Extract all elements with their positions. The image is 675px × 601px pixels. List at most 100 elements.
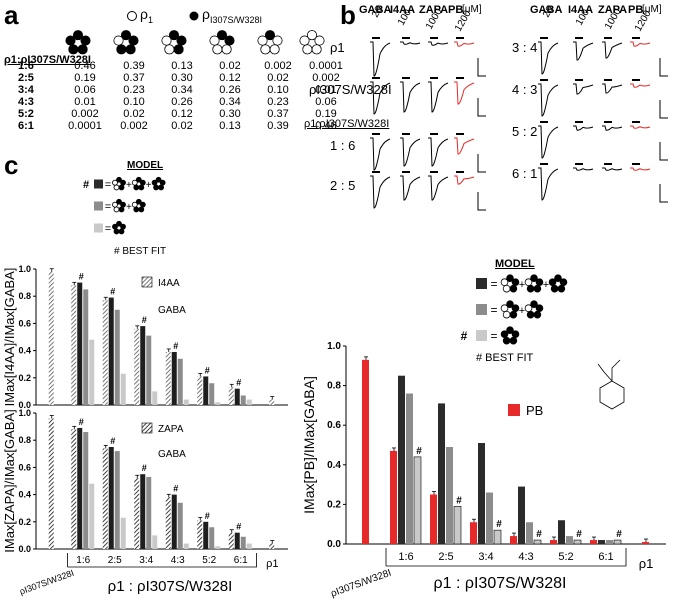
chart-bar	[77, 427, 83, 549]
current-trace	[428, 137, 449, 167]
header-gaba-right: GABA	[530, 4, 563, 16]
pentamer-icons	[65, 30, 325, 55]
chart-bar	[209, 383, 215, 405]
header-zapa-left: ZAPA	[419, 4, 449, 16]
y-tick-label: 1.0	[18, 408, 31, 418]
trace-row-label-mutant: ρI307S/W328I	[309, 82, 392, 97]
model-legend-right: = + + = + = #	[461, 274, 568, 345]
current-trace	[538, 41, 559, 75]
chart-bar	[134, 478, 140, 549]
y-tick-label: 0.4	[18, 346, 31, 356]
pentamer-icon	[113, 30, 139, 55]
scale-bar	[659, 142, 668, 161]
y-tick-label: 0.6	[327, 420, 341, 431]
chart-bar	[146, 476, 152, 549]
chart-bar	[120, 517, 126, 549]
chart-bar	[203, 521, 209, 549]
chart-bar	[102, 448, 108, 549]
x-group-label: 5:2	[202, 555, 216, 566]
table-row: 1:6 0.46 0.39 0.13 0.02 0.002 0.0001	[18, 60, 350, 72]
y-axis-label-bottom: IMax[ZAPA]/IMax[GABA]	[2, 409, 17, 553]
trace-row-label-5-2: 5 : 2	[512, 124, 538, 139]
best-fit-mark: #	[576, 529, 582, 540]
probability-cell: 0.13	[219, 120, 241, 132]
model-pentamer-icon	[151, 176, 166, 191]
scale-bar	[477, 192, 486, 211]
chart-bar	[362, 359, 369, 544]
chart-bar	[606, 540, 613, 544]
ratio-cell: 2:5	[18, 72, 34, 84]
x-group-label: 6:1	[598, 551, 613, 563]
best-fit-mark: #	[173, 341, 178, 351]
current-trace	[630, 125, 651, 129]
x-group-label: 4:3	[171, 555, 185, 566]
probability-cell: 0.02	[123, 108, 145, 120]
scale-bar	[659, 184, 668, 203]
best-fit-mark: #	[496, 519, 502, 530]
chart-bar	[140, 326, 146, 405]
chart-bar	[598, 540, 605, 544]
ratio-cell: 5:2	[18, 108, 34, 120]
chart-bar	[48, 418, 54, 549]
chart-bar	[642, 542, 649, 544]
model-pentamer-icon	[500, 300, 520, 319]
equals-sign: =	[105, 201, 111, 213]
probability-cell: 0.02	[171, 120, 193, 132]
ratio-cell: 3:4	[18, 84, 34, 96]
y-tick-label: 0.2	[18, 517, 31, 527]
y-tick-label: 0.0	[18, 544, 31, 554]
current-trace	[370, 81, 391, 115]
chart-bar	[430, 494, 437, 544]
probability-cell: 0.0001	[309, 60, 343, 72]
chart-bar	[165, 497, 171, 549]
model-pentamer-icon	[500, 326, 520, 345]
x-group-label: 3:4	[478, 551, 493, 563]
chart-bar	[398, 375, 405, 544]
table-row: 6:1 0.0001 0.002 0.02 0.13 0.39 0.46	[18, 120, 350, 132]
current-trace	[454, 137, 475, 155]
chart-bar	[478, 443, 485, 544]
model-pentamer-icon	[112, 220, 126, 235]
probability-cell: 0.10	[267, 84, 289, 96]
chart-bar	[83, 289, 89, 405]
model-pentamer-icon	[500, 274, 520, 293]
chart-bar	[108, 297, 114, 405]
equals-sign: =	[490, 303, 497, 317]
x-axis-title: ρ1 : ρI307S/W328I	[434, 575, 567, 592]
current-trace	[400, 81, 421, 113]
chart-bar	[215, 402, 221, 405]
trace-row-label-3-4: 3 : 4	[512, 40, 538, 55]
chart-bar	[146, 335, 152, 405]
y-tick-label: 0.8	[18, 291, 31, 301]
best-fit-mark: #	[416, 446, 422, 457]
left-bar-charts: 0.0 0.2 0.4 0.6 0.8 1.0 # # # # # #0.0 0.2 0.4 0.6 0.8 1…	[2, 264, 288, 597]
model-legend-left: # = + + = + =	[83, 176, 166, 235]
pentamer-icon	[209, 30, 235, 55]
current-trace	[538, 83, 559, 117]
current-trace	[602, 83, 623, 94]
x-group-label: 5:2	[558, 551, 573, 563]
chart-bar	[246, 399, 252, 405]
probability-cell: 0.12	[171, 108, 193, 120]
y-tick-label: 0.2	[327, 499, 341, 510]
y-tick-label: 0.8	[18, 435, 31, 445]
x-group-label: 2:5	[438, 551, 453, 563]
x-group-label: 4:3	[518, 551, 533, 563]
chart-bar	[573, 539, 582, 545]
y-tick-label: 0.8	[327, 381, 341, 392]
chart-bar	[215, 546, 221, 549]
pentamer-icon	[299, 30, 325, 55]
best-fit-mark: #	[236, 522, 241, 532]
probability-cell: 0.002	[312, 72, 340, 84]
chart-bar	[140, 474, 146, 549]
chart-bar	[89, 339, 95, 405]
probability-cell: 0.37	[267, 108, 289, 120]
current-trace	[454, 175, 475, 185]
probability-cell: 0.01	[315, 84, 337, 96]
header-i4aa-right: I4AA	[568, 4, 594, 16]
probability-cell: 0.13	[171, 60, 193, 72]
plus-sign: +	[126, 202, 132, 213]
model-pentamer-icon	[131, 176, 146, 191]
chart-bar	[269, 543, 275, 549]
probability-cell: 0.30	[219, 108, 241, 120]
